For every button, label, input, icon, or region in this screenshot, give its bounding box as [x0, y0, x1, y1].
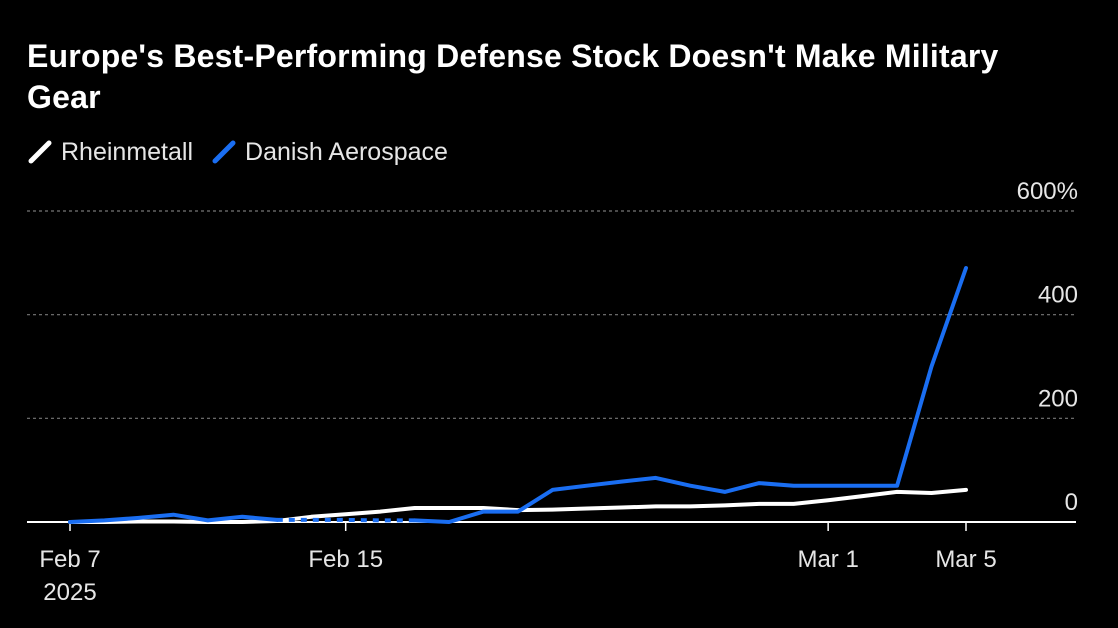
- y-tick-label-200: 200: [1038, 385, 1078, 412]
- series-line-rheinmetall-0: [68, 487, 968, 524]
- x-tick-label-1: Feb 15: [308, 546, 383, 573]
- legend-swatch-rheinmetall: [27, 139, 53, 165]
- chart-title: Europe's Best-Performing Defense Stock D…: [27, 38, 999, 115]
- x-tick-label-2: Mar 1: [797, 546, 858, 573]
- x-tick-label-3: Mar 5: [935, 546, 996, 573]
- y-tick-label-0: 0: [1065, 489, 1078, 516]
- y-tick-label-400: 400: [1038, 282, 1078, 309]
- legend-label-rheinmetall: Rheinmetall: [61, 137, 194, 166]
- legend-label-danish-aerospace: Danish Aerospace: [245, 137, 448, 166]
- legend-item-rheinmetall: Rheinmetall: [27, 138, 193, 167]
- x-tick-label-0: Feb 7: [39, 546, 100, 573]
- y-tick-label-600: 600%: [1017, 178, 1078, 205]
- chart-legend: Rheinmetall Danish Aerospace: [27, 136, 454, 168]
- legend-item-danish-aerospace: Danish Aerospace: [211, 138, 448, 167]
- series-line-danish-aerospace-0: [68, 512, 279, 524]
- legend-swatch-danish-aerospace: [211, 139, 237, 165]
- x-tick-sublabel-0: 2025: [43, 579, 96, 606]
- series-line-danish-aerospace-2: [412, 266, 968, 524]
